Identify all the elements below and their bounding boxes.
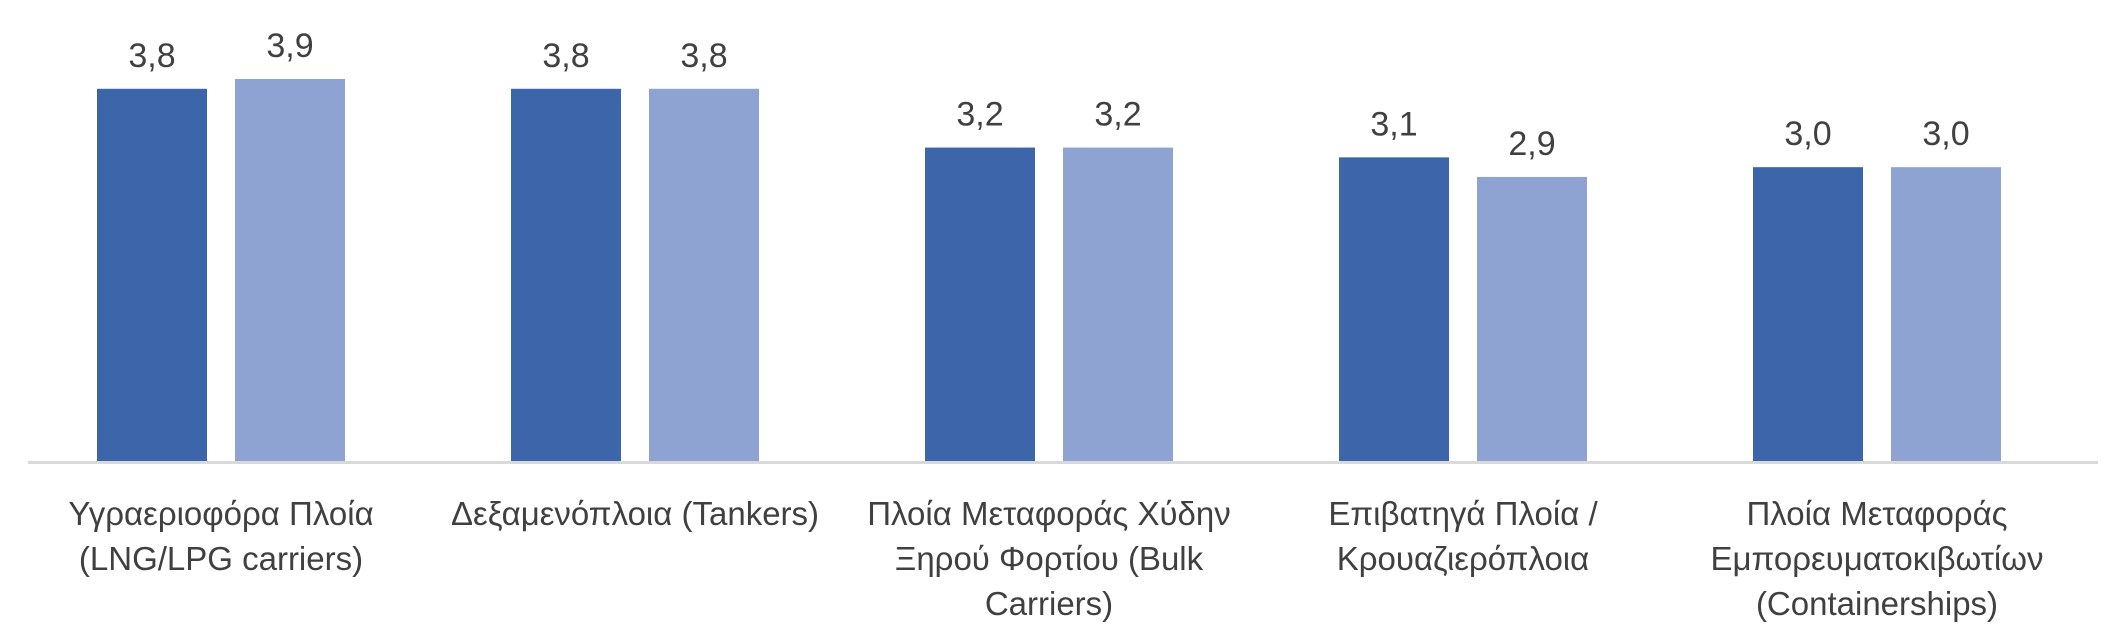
- data-label-series1-3: 3,2: [956, 96, 1003, 134]
- bar-series2-2: [649, 88, 759, 462]
- data-label-series1-2: 3,8: [542, 37, 589, 75]
- bars-group: [97, 79, 2001, 462]
- category-labels-group: Υγραεριοφόρα Πλοία (LNG/LPG carriers) Δεξα…: [68, 495, 2043, 622]
- category-label-line: Κρουαζιερόπλοια: [1337, 540, 1589, 577]
- category-label-line: Επιβατηγά Πλοία /: [1328, 495, 1598, 532]
- bar-series1-2: [511, 88, 621, 462]
- data-label-series2-2: 3,8: [680, 37, 727, 75]
- category-label-5: Πλοία Μεταφοράς Εμπορευματοκιβωτίων (Conta…: [1711, 495, 2044, 622]
- bar-series2-4: [1477, 176, 1587, 461]
- category-label-line: Εμπορευματοκιβωτίων: [1711, 540, 2044, 577]
- category-label-line: Δεξαμενόπλοια (Tankers): [451, 495, 819, 532]
- bar-series2-1: [235, 79, 345, 461]
- bar-series1-1: [97, 88, 207, 462]
- bar-series2-3: [1063, 147, 1173, 462]
- data-label-series2-5: 3,0: [1922, 115, 1969, 153]
- data-label-series2-1: 3,9: [266, 27, 313, 65]
- category-label-3: Πλοία Μεταφοράς Χύδην Ξηρού Φορτίου (Bulk…: [867, 495, 1231, 622]
- category-label-line: (Containerships): [1756, 585, 1998, 622]
- category-label-line: Carriers): [985, 585, 1113, 622]
- data-labels-group: 3,8 3,9 3,8 3,8 3,2 3,2 3,1 2,9 3,0 3,0: [128, 27, 1969, 163]
- data-label-series2-4: 2,9: [1508, 125, 1555, 163]
- data-label-series1-1: 3,8: [128, 37, 175, 75]
- data-label-series2-3: 3,2: [1094, 96, 1141, 134]
- bar-series1-4: [1339, 157, 1449, 461]
- category-label-line: Πλοία Μεταφοράς: [1746, 495, 2007, 532]
- category-label-2: Δεξαμενόπλοια (Tankers): [451, 495, 819, 532]
- bar-series2-5: [1891, 167, 2001, 461]
- category-label-1: Υγραεριοφόρα Πλοία (LNG/LPG carriers): [68, 495, 373, 577]
- bar-series1-3: [925, 147, 1035, 462]
- category-label-line: Πλοία Μεταφοράς Χύδην: [867, 495, 1231, 532]
- category-label-line: Ξηρού Φορτίου (Bulk: [895, 540, 1204, 577]
- category-label-line: (LNG/LPG carriers): [79, 540, 363, 577]
- category-label-line: Υγραεριοφόρα Πλοία: [68, 495, 373, 532]
- data-label-series1-4: 3,1: [1370, 105, 1417, 143]
- category-label-4: Επιβατηγά Πλοία / Κρουαζιερόπλοια: [1328, 495, 1598, 577]
- bar-series1-5: [1753, 167, 1863, 461]
- data-label-series1-5: 3,0: [1784, 115, 1831, 153]
